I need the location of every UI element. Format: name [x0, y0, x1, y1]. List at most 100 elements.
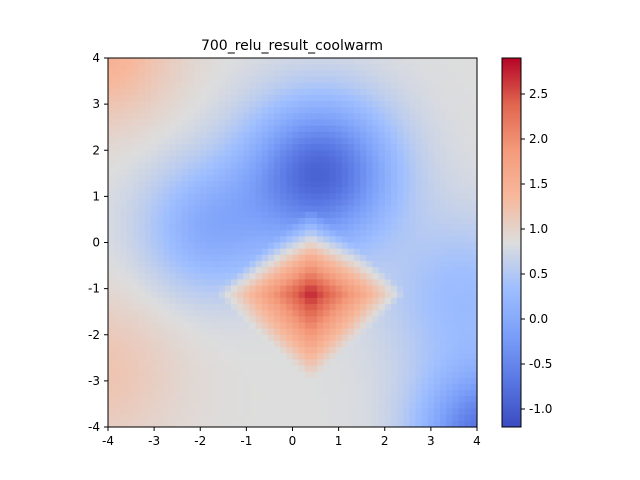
heatmap-cell: [108, 334, 115, 342]
heatmap-cell: [341, 267, 349, 274]
heatmap-cell: [292, 113, 300, 121]
heatmap-cell: [237, 310, 244, 317]
heatmap-cell: [354, 316, 361, 324]
heatmap-cell: [206, 322, 214, 330]
heatmap-cell: [169, 347, 177, 354]
heatmap-cell: [378, 211, 386, 219]
heatmap-cell: [169, 144, 177, 151]
heatmap-cell: [347, 297, 355, 305]
heatmap-cell: [384, 310, 392, 317]
heatmap-cell: [151, 420, 158, 428]
heatmap-cell: [212, 101, 220, 108]
heatmap-cell: [458, 340, 466, 348]
heatmap-cell: [446, 322, 453, 330]
heatmap-cell: [403, 156, 410, 164]
heatmap-cell: [378, 94, 386, 102]
heatmap-cell: [366, 193, 374, 201]
heatmap-cell: [206, 211, 214, 219]
heatmap-cell: [175, 181, 183, 188]
heatmap-cell: [144, 359, 152, 367]
heatmap-cell: [280, 353, 287, 360]
heatmap-cell: [378, 224, 386, 231]
heatmap-cell: [440, 347, 447, 354]
heatmap-cell: [181, 408, 189, 416]
heatmap-cell: [231, 174, 238, 182]
heatmap-cell: [163, 365, 171, 373]
heatmap-cell: [255, 273, 263, 280]
heatmap-cell: [446, 156, 453, 164]
heatmap-cell: [151, 310, 158, 317]
heatmap-cell: [163, 199, 171, 207]
heatmap-cell: [458, 174, 466, 182]
heatmap-cell: [378, 88, 386, 96]
heatmap-cell: [427, 316, 435, 324]
heatmap-cell: [144, 390, 152, 397]
heatmap-cell: [243, 174, 251, 182]
heatmap-cell: [206, 267, 214, 274]
heatmap-cell: [403, 230, 410, 237]
heatmap-cell: [200, 310, 207, 317]
heatmap-cell: [292, 162, 300, 170]
heatmap-cell: [151, 94, 158, 102]
heatmap-cell: [181, 390, 189, 397]
heatmap-cell: [212, 390, 220, 397]
heatmap-cell: [397, 125, 404, 133]
heatmap-cell: [175, 328, 183, 336]
heatmap-cell: [138, 125, 146, 133]
heatmap-cell: [304, 205, 312, 213]
heatmap-cell: [212, 70, 220, 78]
heatmap-cell: [280, 365, 287, 373]
heatmap-cell: [212, 402, 220, 410]
heatmap-cell: [304, 420, 312, 428]
heatmap-cell: [335, 340, 343, 348]
heatmap-cell: [446, 260, 453, 268]
heatmap-cell: [347, 414, 355, 422]
heatmap-cell: [360, 414, 367, 422]
heatmap-cell: [335, 248, 343, 256]
heatmap-cell: [440, 248, 447, 256]
heatmap-cell: [108, 88, 115, 96]
heatmap-cell: [163, 193, 171, 201]
heatmap-cell: [237, 144, 244, 151]
heatmap-cell: [132, 383, 140, 391]
heatmap-cell: [323, 199, 330, 207]
heatmap-cell: [194, 187, 201, 194]
heatmap-cell: [329, 94, 337, 102]
heatmap-cell: [169, 291, 177, 299]
heatmap-cell: [237, 88, 244, 96]
heatmap-cell: [433, 230, 441, 237]
heatmap-cell: [175, 377, 183, 385]
heatmap-cell: [267, 408, 275, 416]
heatmap-cell: [231, 390, 238, 397]
heatmap-cell: [354, 365, 361, 373]
heatmap-cell: [114, 390, 121, 397]
heatmap-cell: [274, 285, 281, 293]
heatmap-cell: [194, 273, 201, 280]
heatmap-cell: [292, 174, 300, 182]
heatmap-cell: [249, 310, 257, 317]
heatmap-cell: [378, 347, 386, 354]
heatmap-cell: [292, 340, 300, 348]
heatmap-cell: [144, 199, 152, 207]
heatmap-cell: [267, 310, 275, 317]
heatmap-cell: [126, 187, 134, 194]
heatmap-cell: [157, 273, 164, 280]
heatmap-cell: [243, 144, 251, 151]
heatmap-cell: [335, 322, 343, 330]
heatmap-cell: [317, 211, 324, 219]
heatmap-cell: [397, 304, 404, 311]
heatmap-cell: [126, 328, 134, 336]
heatmap-cell: [427, 371, 435, 379]
heatmap-cell: [464, 76, 472, 84]
heatmap-cell: [280, 168, 287, 176]
heatmap-cell: [458, 316, 466, 324]
heatmap-cell: [298, 64, 306, 71]
heatmap-cell: [390, 285, 398, 293]
heatmap-cell: [341, 58, 349, 65]
heatmap-cell: [440, 113, 447, 121]
heatmap-cell: [255, 211, 263, 219]
heatmap-cell: [458, 322, 466, 330]
heatmap-cell: [249, 383, 257, 391]
heatmap-cell: [464, 156, 472, 164]
heatmap-cell: [341, 131, 349, 139]
